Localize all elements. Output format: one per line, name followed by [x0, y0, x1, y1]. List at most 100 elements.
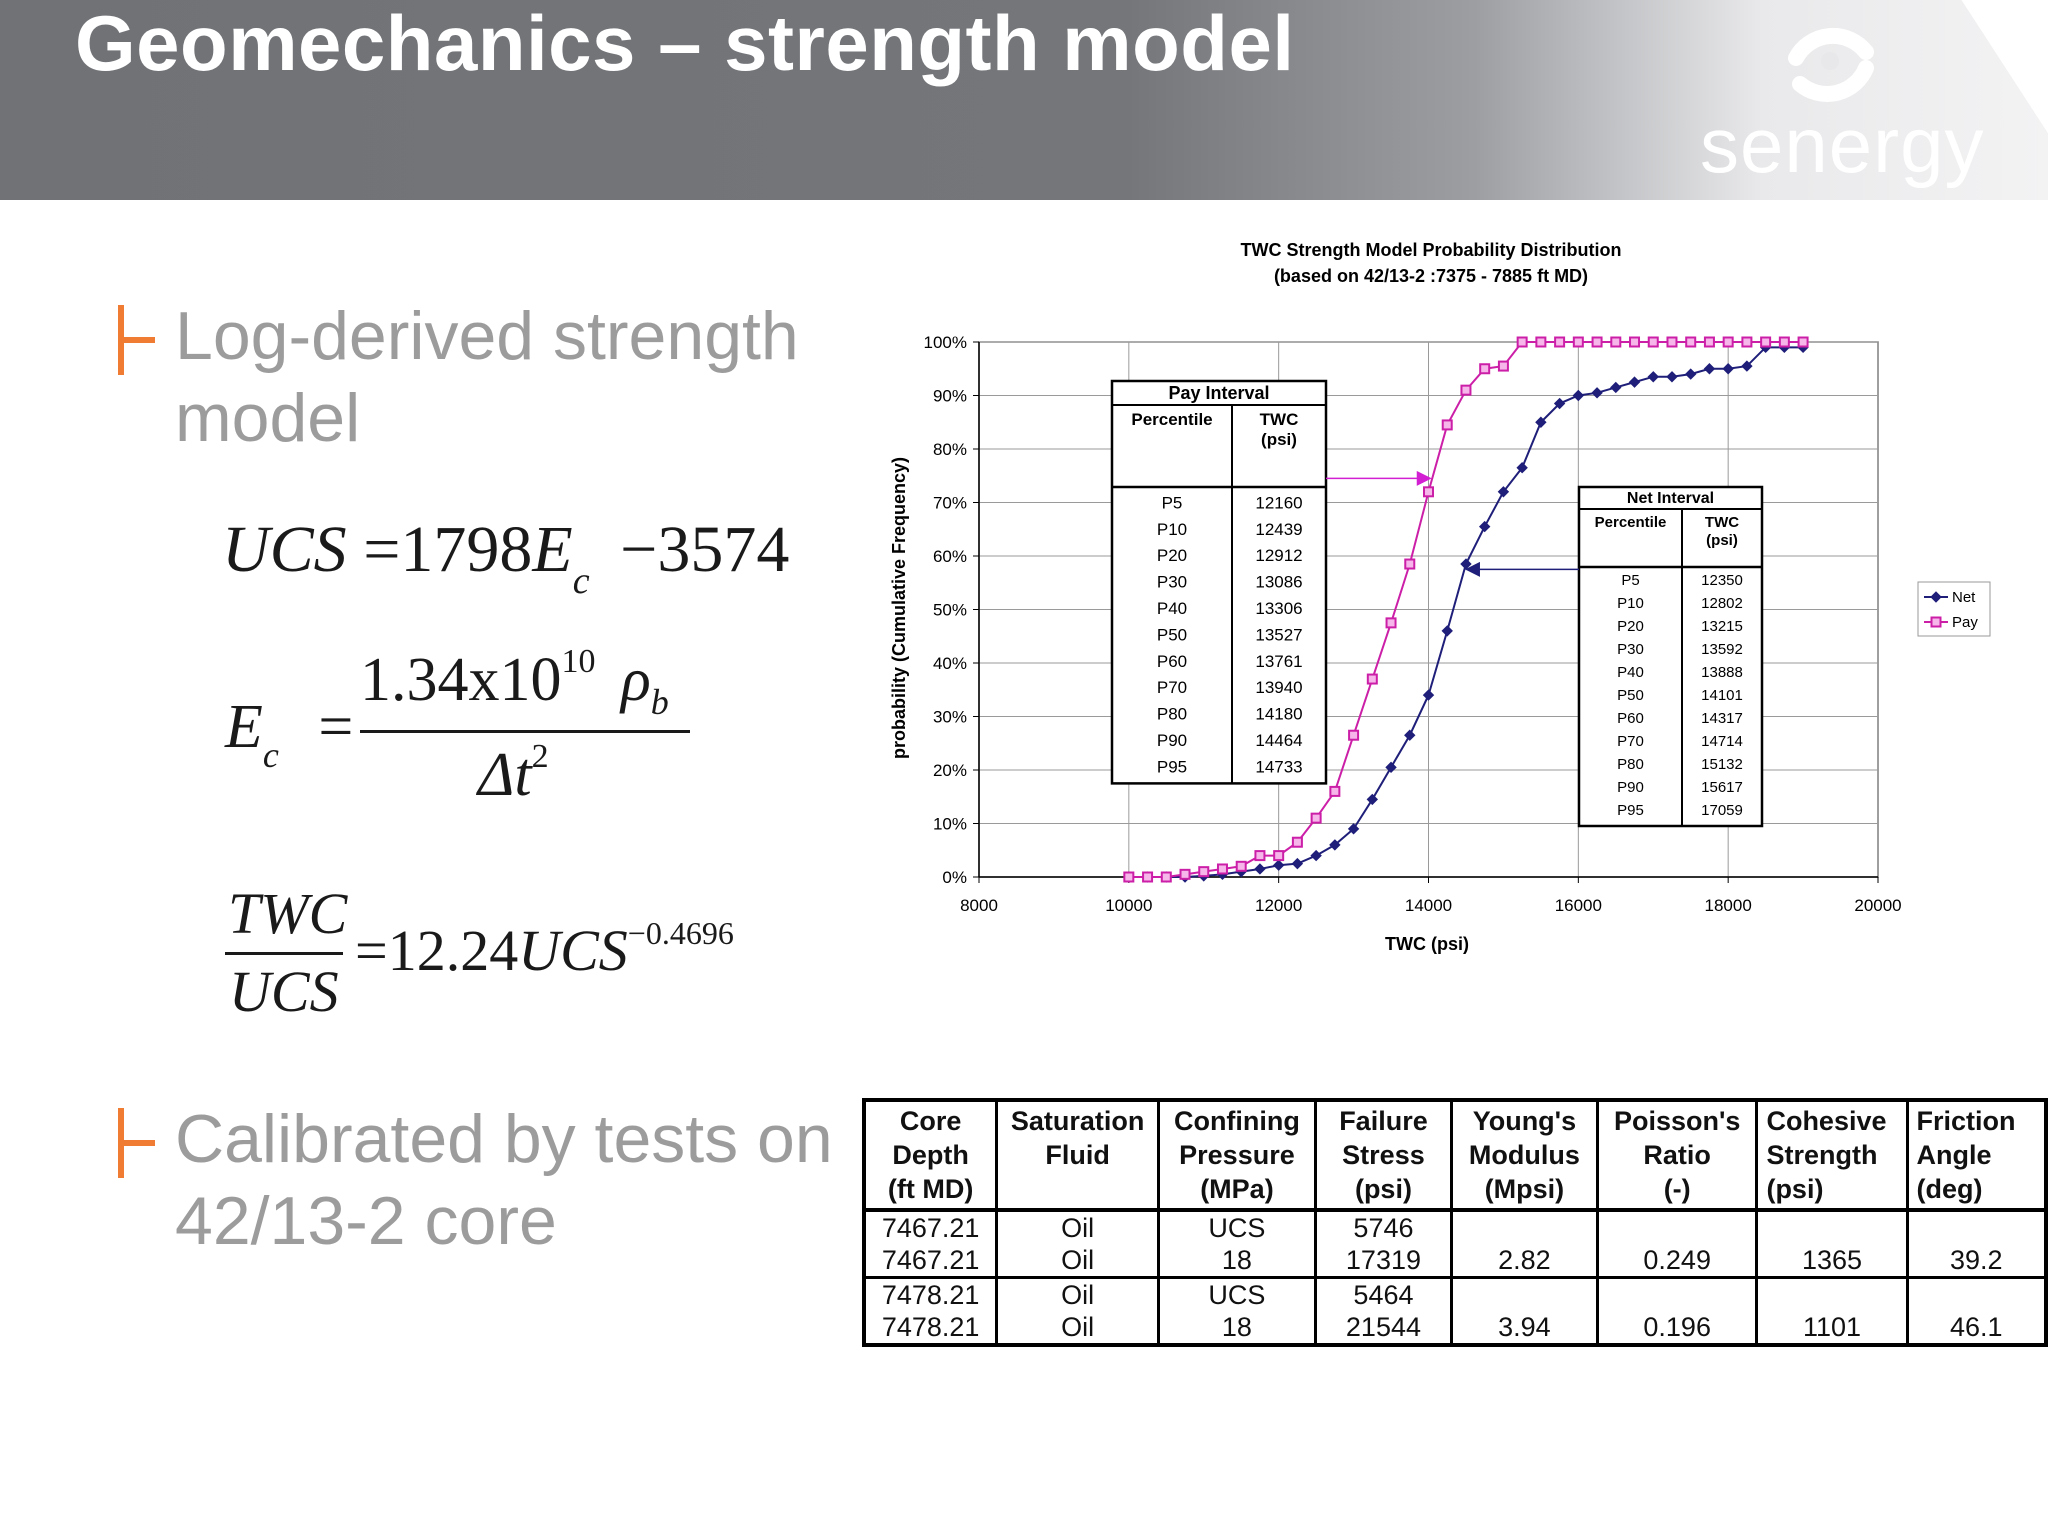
data-point-pay: [1235, 860, 1247, 872]
inset-title: Pay Interval: [1168, 383, 1269, 403]
data-point-pay: [1741, 336, 1753, 348]
data-point-net: [1272, 859, 1285, 871]
table-cell: [1595, 1277, 1757, 1311]
inset-header: TWC: [1260, 410, 1299, 429]
data-point-pay: [1535, 336, 1547, 348]
bullet-marker-icon: [118, 305, 155, 375]
y-tick-label: 100%: [924, 333, 967, 352]
column-header-line: Fluid: [1045, 1140, 1110, 1170]
column-header: Saturation Fluid: [995, 1100, 1159, 1212]
table-cell: 1101: [1755, 1311, 1908, 1345]
eq-superscript: −0.4696: [627, 915, 734, 951]
inset-cell: 14733: [1255, 757, 1302, 776]
data-point-pay: [1591, 336, 1603, 348]
inset-cell: 15617: [1701, 779, 1743, 796]
data-point-pay: [1460, 384, 1472, 396]
eq-number: 3574: [657, 513, 790, 586]
data-point-pay: [1797, 336, 1809, 348]
data-point-net: [1497, 486, 1510, 498]
column-header-line: Young's: [1472, 1106, 1577, 1136]
bullet-text-line: model: [175, 380, 361, 456]
table-cell: [1755, 1277, 1908, 1311]
inset-header: Percentile: [1131, 410, 1212, 429]
data-point-net: [1441, 625, 1453, 637]
table-cell: 5464: [1314, 1277, 1452, 1311]
data-point-pay: [1310, 812, 1322, 824]
sample-group: 7467.21 Oil UCS 5746 7467.21 Oil 18 17319 2.82 0.…: [862, 1210, 2046, 1278]
column-header: Confining Pressure (MPa): [1156, 1100, 1316, 1212]
eq-superscript: 2: [531, 738, 549, 775]
data-point-net: [1666, 371, 1678, 383]
inset-cell: P5: [1162, 493, 1183, 512]
data-point-pay: [1348, 729, 1360, 741]
y-axis-label: probability (Cumulative Frequency): [889, 457, 909, 759]
chart-subtitle: (based on 42/13-2 :7375 - 7885 ft MD): [1274, 266, 1588, 286]
data-point-pay: [1572, 336, 1584, 348]
eq-number: 1.34x10: [360, 646, 562, 714]
inset-cell: 13888: [1701, 664, 1743, 681]
table-cell: [1595, 1210, 1757, 1244]
inset-cell: 14317: [1701, 710, 1743, 727]
inset-cell: 12802: [1701, 595, 1743, 612]
data-point-net: [1422, 689, 1435, 701]
inset-cell: 14714: [1701, 733, 1743, 750]
data-point-net: [1516, 462, 1528, 474]
table-cell: 21544: [1314, 1311, 1452, 1345]
data-point-pay: [1778, 336, 1790, 348]
inset-cell: 12350: [1701, 572, 1743, 589]
column-header-line: Saturation: [1010, 1106, 1145, 1136]
y-tick-label: 70%: [933, 494, 967, 513]
slide-header: Geomechanics – strength model senergy: [0, 0, 2048, 200]
inset-cell: P40: [1617, 664, 1644, 681]
bullet-marker-icon: [118, 1108, 155, 1178]
column-header-line: Pressure: [1179, 1140, 1295, 1170]
table-cell: Oil: [995, 1277, 1159, 1311]
column-header: Poisson's Ratio (-): [1595, 1100, 1757, 1212]
inset-cell: P10: [1617, 595, 1644, 612]
inset-cell: 15132: [1701, 756, 1743, 773]
table-cell: 18: [1156, 1311, 1316, 1345]
inset-cell: 13592: [1701, 641, 1743, 658]
eq-symbol: UCS: [229, 959, 339, 1024]
data-point-net: [1591, 387, 1603, 399]
data-point-pay: [1760, 336, 1772, 348]
inset-cell: 13940: [1255, 678, 1302, 697]
data-point-pay: [1479, 363, 1491, 375]
table-cell: 1365: [1755, 1244, 1908, 1278]
column-header-line: Failure: [1339, 1106, 1428, 1136]
data-point-pay: [1329, 785, 1341, 797]
y-tick-label: 10%: [933, 815, 967, 834]
bullet-calibrated: Calibrated by tests on 42/13-2 core: [118, 1098, 833, 1262]
eq-symbol: ρ: [621, 646, 651, 714]
bullet-text-line: Calibrated by tests on: [175, 1101, 833, 1177]
inset-title: Net Interval: [1627, 490, 1714, 507]
x-tick-label: 20000: [1854, 896, 1901, 915]
equation-twc: TWC UCS =12.24UCS−0.4696: [225, 880, 785, 1030]
column-header: Cohesive Strength (psi): [1755, 1100, 1908, 1212]
senergy-logo: senergy: [1700, 12, 1985, 192]
x-tick-label: 14000: [1405, 896, 1452, 915]
inset-cell: P40: [1157, 599, 1187, 618]
table-cell: [1905, 1277, 2046, 1311]
eq-subscript: b: [650, 682, 669, 722]
table-cell: 7478.21: [862, 1277, 997, 1311]
column-header: Friction Angle (deg): [1905, 1100, 2046, 1212]
bullet-text-line: 42/13-2 core: [175, 1183, 557, 1259]
data-point-pay: [1497, 360, 1509, 372]
y-tick-label: 30%: [933, 708, 967, 727]
column-header-line: Core: [899, 1106, 962, 1136]
brand-name: senergy: [1700, 101, 1985, 189]
column-header-line: Angle: [1916, 1140, 1992, 1170]
table-cell: UCS: [1156, 1277, 1316, 1311]
twc-probability-chart: TWC Strength Model Probability Distribut…: [880, 230, 2010, 970]
data-point-pay: [1666, 336, 1678, 348]
data-point-pay: [1291, 836, 1303, 848]
table-row: 7467.21 Oil 18 17319 2.82 0.249 1365 39.2: [862, 1244, 2046, 1278]
data-point-pay: [1385, 617, 1397, 629]
data-point-net: [1347, 823, 1360, 835]
eq-symbol: TWC: [228, 881, 348, 946]
chart-title: TWC Strength Model Probability Distribut…: [1241, 240, 1622, 260]
x-tick-label: 12000: [1255, 896, 1302, 915]
data-point-net: [1610, 381, 1622, 394]
table-cell: Oil: [995, 1244, 1159, 1278]
